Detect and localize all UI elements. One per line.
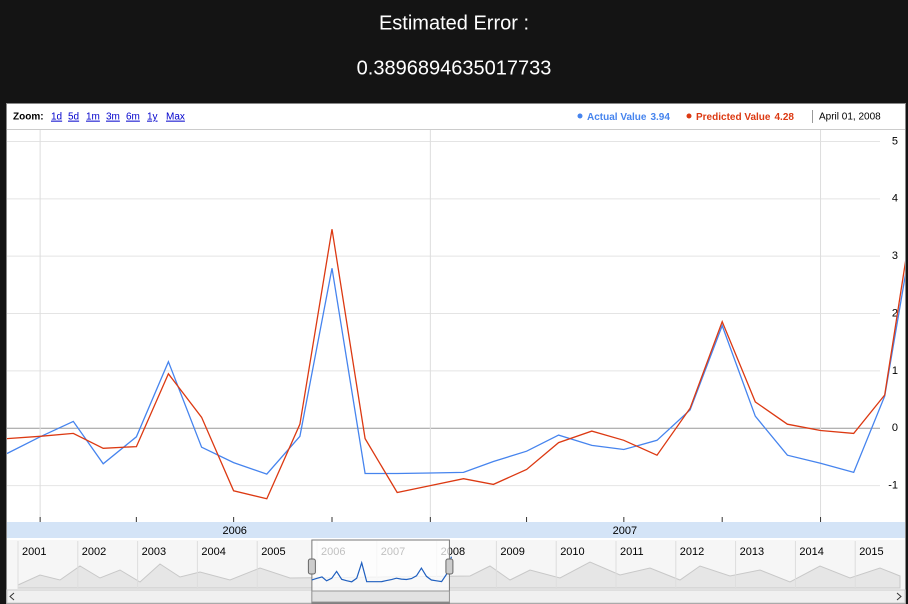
navigator-handle[interactable]: [307, 558, 316, 575]
period-band: [7, 522, 905, 538]
plot: [7, 229, 905, 500]
navigator-line: [311, 556, 452, 583]
scroll-left[interactable]: [9, 592, 15, 601]
navigator-year: 2011: [620, 546, 644, 558]
y-tick-label: -1: [888, 479, 898, 491]
navigator-year: 2013: [740, 546, 764, 558]
navigator-year: 2012: [680, 546, 704, 558]
navigator-year: 2015: [859, 546, 883, 558]
error-value: 0.3896894635017733: [357, 57, 552, 79]
zoom-link[interactable]: 1m: [86, 112, 100, 123]
x-period-label: 2007: [613, 525, 637, 537]
y-tick-label: 3: [892, 250, 898, 262]
legend-value: 3.94: [650, 112, 670, 123]
y-tick-label: 4: [892, 193, 898, 205]
navigator-overview: [17, 561, 901, 589]
series-line: [7, 268, 905, 475]
navigator-year: 2009: [500, 546, 524, 558]
zoom-link[interactable]: 6m: [126, 112, 140, 123]
legend-entry: Actual Value 3.94: [587, 112, 670, 123]
zoom-link[interactable]: Max: [166, 112, 185, 123]
navigator-year: 2005: [261, 546, 285, 558]
legend-name: Predicted Value: [696, 112, 771, 123]
legend-value: 4.28: [774, 112, 794, 123]
y-tick-label: 0: [892, 422, 898, 434]
navigator-year: 2004: [201, 546, 225, 558]
legend-dot: [686, 113, 692, 119]
y-tick-label: 5: [892, 135, 898, 147]
chart-frame: [6, 103, 906, 604]
series-line: [7, 229, 905, 500]
scroll-right[interactable]: [896, 592, 902, 601]
navigator-year: 2001: [22, 546, 46, 558]
scroll-thumb[interactable]: [311, 590, 450, 603]
navigator-year: 2010: [560, 546, 584, 558]
title: Estimated Error :: [379, 12, 529, 34]
scrollbar[interactable]: [6, 589, 906, 604]
zoom-link[interactable]: 1d: [51, 112, 62, 123]
navigator-year: 2002: [82, 546, 106, 558]
legend-date: April 01, 2008: [819, 112, 881, 123]
legend-entry: Predicted Value 4.28: [696, 112, 794, 123]
zoom-link[interactable]: 3m: [106, 112, 120, 123]
zoom-link[interactable]: 1y: [147, 112, 158, 123]
navigator-year: 2003: [142, 546, 166, 558]
zoom-label: Zoom:: [13, 112, 44, 123]
x-period-label: 2006: [222, 525, 246, 537]
legend-dot: [577, 113, 583, 119]
legend-name: Actual Value: [587, 112, 647, 123]
y-tick-label: 2: [892, 307, 898, 319]
zoom-link[interactable]: 5d: [68, 112, 79, 123]
y-tick-label: 1: [892, 365, 898, 377]
navigator-year: 2014: [799, 546, 823, 558]
navigator-handle[interactable]: [445, 558, 454, 575]
